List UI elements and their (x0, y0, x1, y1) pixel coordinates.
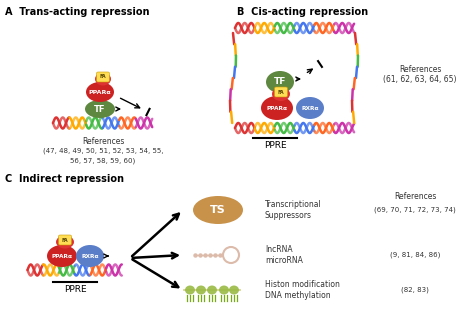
Ellipse shape (229, 286, 239, 295)
Text: (61, 62, 63, 64, 65): (61, 62, 63, 64, 65) (383, 75, 457, 84)
Text: (82, 83): (82, 83) (401, 287, 429, 293)
Text: C  Indirect repression: C Indirect repression (5, 174, 124, 184)
Text: Transcriptional
Suppressors: Transcriptional Suppressors (265, 200, 322, 220)
Ellipse shape (296, 97, 324, 119)
Ellipse shape (207, 286, 217, 295)
Ellipse shape (56, 235, 74, 249)
Text: Histon modification
DNA methylation: Histon modification DNA methylation (265, 280, 340, 300)
Ellipse shape (266, 71, 294, 93)
FancyBboxPatch shape (274, 87, 288, 97)
Text: lncRNA
microRNA: lncRNA microRNA (265, 245, 303, 265)
Text: PPARα: PPARα (266, 106, 288, 111)
Ellipse shape (219, 286, 229, 295)
Ellipse shape (272, 87, 290, 101)
Text: PPARα: PPARα (89, 89, 111, 94)
Text: (9, 81, 84, 86): (9, 81, 84, 86) (390, 252, 440, 258)
Ellipse shape (95, 72, 111, 85)
Ellipse shape (85, 100, 115, 118)
Text: (69, 70, 71, 72, 73, 74): (69, 70, 71, 72, 73, 74) (374, 207, 456, 213)
Ellipse shape (185, 286, 195, 295)
Text: FA: FA (62, 238, 68, 243)
Ellipse shape (193, 196, 243, 224)
Text: TF: TF (94, 105, 106, 114)
Text: PPRE: PPRE (64, 285, 86, 294)
Ellipse shape (86, 82, 114, 102)
Text: RXRα: RXRα (301, 106, 319, 111)
Ellipse shape (76, 245, 104, 267)
Text: A  Trans-acting repression: A Trans-acting repression (5, 7, 149, 17)
Text: RXRα: RXRα (81, 254, 99, 259)
Ellipse shape (196, 286, 206, 295)
Ellipse shape (261, 96, 293, 120)
Text: References: References (399, 65, 441, 74)
FancyBboxPatch shape (58, 235, 72, 245)
Text: 56, 57, 58, 59, 60): 56, 57, 58, 59, 60) (70, 157, 136, 164)
FancyBboxPatch shape (97, 72, 109, 82)
Text: References: References (82, 137, 124, 146)
Text: PPARα: PPARα (52, 254, 73, 259)
Text: FA: FA (278, 89, 284, 94)
Text: TS: TS (210, 205, 226, 215)
Text: PPRE: PPRE (264, 141, 286, 150)
Circle shape (223, 247, 239, 263)
Text: References: References (394, 192, 436, 201)
Text: (47, 48, 49, 50, 51, 52, 53, 54, 55,: (47, 48, 49, 50, 51, 52, 53, 54, 55, (43, 147, 163, 154)
Text: FA: FA (100, 74, 106, 79)
Text: B  Cis-acting repression: B Cis-acting repression (237, 7, 368, 17)
Text: TF: TF (274, 77, 286, 86)
Ellipse shape (47, 245, 77, 267)
